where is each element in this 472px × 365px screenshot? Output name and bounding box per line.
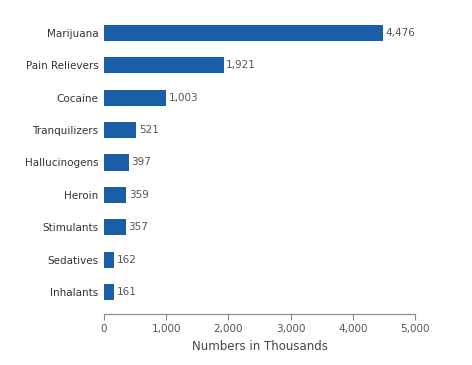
Text: 397: 397 — [131, 157, 151, 168]
Text: 357: 357 — [128, 222, 149, 232]
Bar — [104, 25, 383, 41]
Text: 1,003: 1,003 — [169, 93, 198, 103]
Bar — [104, 187, 126, 203]
Bar — [104, 57, 224, 73]
Bar — [104, 251, 114, 268]
Text: 359: 359 — [129, 190, 149, 200]
Text: 162: 162 — [117, 255, 136, 265]
Bar — [104, 122, 136, 138]
X-axis label: Numbers in Thousands: Numbers in Thousands — [192, 340, 328, 353]
Text: 4,476: 4,476 — [385, 28, 415, 38]
Text: 521: 521 — [139, 125, 159, 135]
Bar — [104, 154, 128, 170]
Bar — [104, 219, 126, 235]
Bar — [104, 284, 114, 300]
Bar — [104, 89, 166, 106]
Text: 161: 161 — [117, 287, 136, 297]
Text: 1,921: 1,921 — [226, 60, 256, 70]
